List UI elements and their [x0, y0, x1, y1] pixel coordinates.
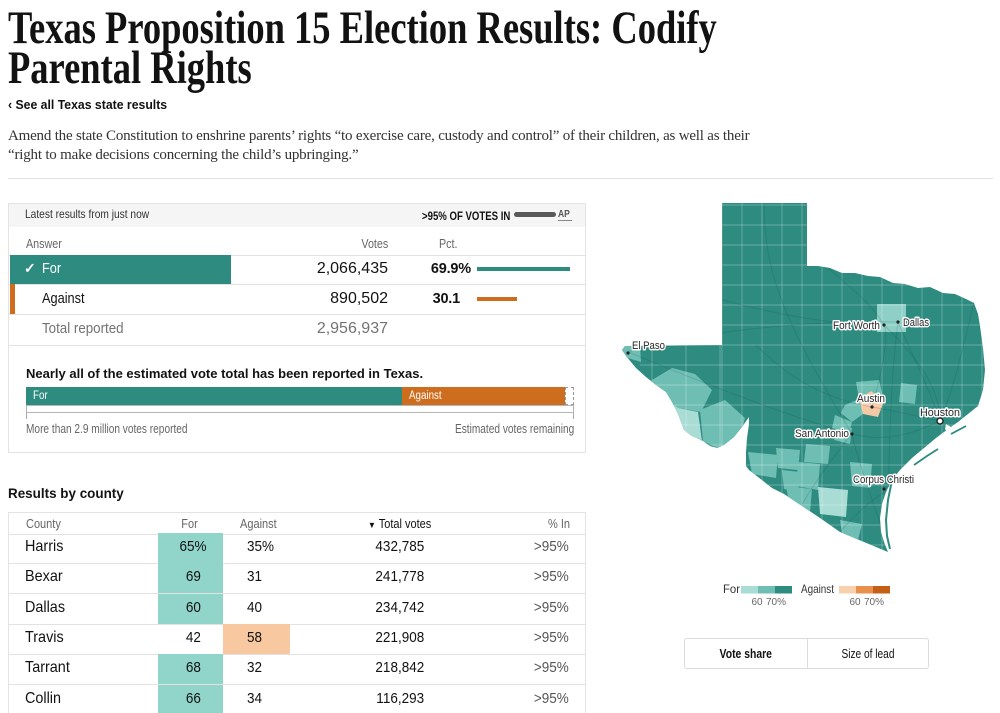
svg-text:Houston: Houston [920, 407, 960, 419]
svg-text:70%: 70% [864, 597, 884, 608]
svg-text:Corpus Christi: Corpus Christi [853, 474, 914, 486]
svg-text:Against: Against [801, 582, 835, 596]
svg-text:San Antonio: San Antonio [795, 428, 849, 440]
svg-text:Austin: Austin [857, 393, 885, 405]
svg-text:For: For [723, 582, 740, 596]
svg-text:Dallas: Dallas [903, 317, 929, 329]
svg-text:60: 60 [751, 597, 763, 608]
svg-text:El Paso: El Paso [632, 340, 665, 352]
svg-text:60: 60 [849, 597, 861, 608]
svg-text:Fort Worth: Fort Worth [833, 320, 880, 332]
svg-text:70%: 70% [766, 597, 786, 608]
